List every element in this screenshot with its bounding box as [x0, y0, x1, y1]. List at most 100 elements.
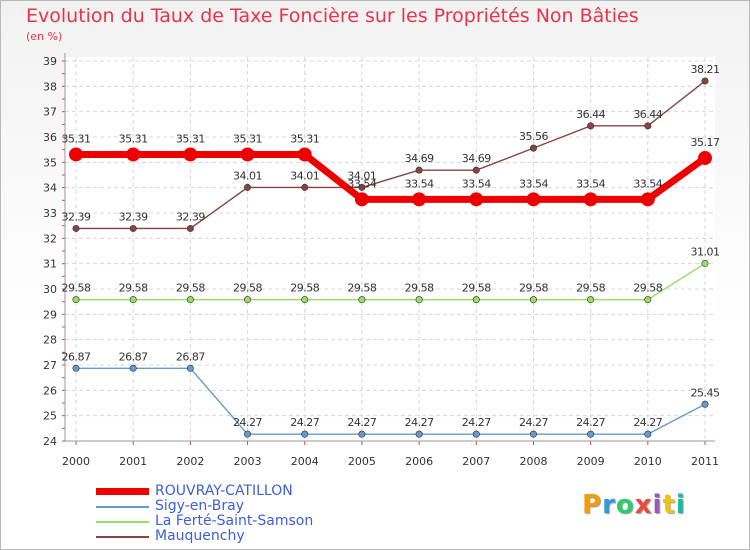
data-point-rouvray-catillon: [640, 192, 655, 207]
data-label-sigy-en-bray: 24.27: [233, 416, 262, 429]
data-label-la-ferte-saint-samson: 31.01: [691, 245, 720, 258]
data-point-rouvray-catillon: [469, 192, 484, 207]
legend: ROUVRAY-CATILLON Sigy-en-Bray La Ferté-Sai…: [96, 484, 313, 544]
y-tick-label: 24: [43, 435, 57, 448]
y-tick-label: 34: [43, 182, 57, 195]
y-tick-label: 37: [43, 106, 57, 119]
legend-label: ROUVRAY-CATILLON: [155, 483, 293, 499]
data-label-mauquenchy: 35.56: [519, 130, 548, 143]
data-point-la-ferte-saint-samson: [587, 296, 595, 304]
data-point-sigy-en-bray: [301, 430, 309, 438]
legend-item: ROUVRAY-CATILLON: [96, 484, 313, 499]
data-point-mauquenchy: [472, 166, 480, 174]
data-label-la-ferte-saint-samson: 29.58: [519, 282, 548, 295]
data-point-la-ferte-saint-samson: [644, 296, 652, 304]
data-point-sigy-en-bray: [472, 430, 480, 438]
y-tick-label: 29: [43, 308, 57, 321]
logo-letter: r: [602, 490, 616, 520]
data-label-mauquenchy: 32.39: [119, 210, 148, 223]
x-tick-label: 2005: [348, 455, 376, 468]
y-tick-label: 26: [43, 384, 57, 397]
data-point-la-ferte-saint-samson: [129, 296, 137, 304]
data-label-mauquenchy: 36.44: [633, 108, 662, 121]
data-label-rouvray-catillon: 35.31: [119, 132, 148, 145]
y-tick-label: 32: [43, 232, 57, 245]
data-point-sigy-en-bray: [244, 430, 252, 438]
data-label-mauquenchy: 34.69: [405, 152, 434, 165]
series-line-la-ferte-saint-samson: [75, 262, 706, 301]
line-chart: 24 25 26 27 28 29 30 31 32 33 34 35 36 37 38 39 2000 2001…: [43, 53, 720, 468]
data-label-mauquenchy: 34.01: [290, 169, 319, 182]
data-point-la-ferte-saint-samson: [472, 296, 480, 304]
data-point-mauquenchy: [415, 166, 423, 174]
data-point-rouvray-catillon: [526, 192, 541, 207]
data-label-mauquenchy: 34.01: [347, 169, 376, 182]
data-point-rouvray-catillon: [354, 192, 369, 207]
logo-letter: t: [662, 490, 676, 520]
data-label-rouvray-catillon: 33.54: [519, 177, 548, 190]
data-label-rouvray-catillon: 35.31: [176, 132, 205, 145]
data-point-la-ferte-saint-samson: [72, 296, 80, 304]
data-point-sigy-en-bray: [644, 430, 652, 438]
proxiti-logo: Proxiti: [582, 490, 686, 520]
data-point-mauquenchy: [301, 183, 309, 191]
data-label-la-ferte-saint-samson: 29.58: [119, 282, 148, 295]
data-point-sigy-en-bray: [701, 400, 709, 408]
data-label-la-ferte-saint-samson: 29.58: [62, 282, 91, 295]
data-point-rouvray-catillon: [297, 147, 312, 162]
data-label-rouvray-catillon: 33.54: [405, 177, 434, 190]
data-point-la-ferte-saint-samson: [186, 296, 194, 304]
x-tick-label: 2003: [234, 455, 262, 468]
x-tick-label: 2000: [62, 455, 90, 468]
x-tick-label: 2002: [176, 455, 204, 468]
data-label-rouvray-catillon: 33.54: [347, 177, 376, 190]
data-point-rouvray-catillon: [240, 147, 255, 162]
data-label-la-ferte-saint-samson: 29.58: [633, 282, 662, 295]
legend-swatch: [96, 535, 149, 538]
plot-area: [65, 57, 715, 441]
y-tick-label: 27: [43, 359, 57, 372]
legend-swatch: [96, 520, 149, 523]
y-tick-label: 31: [43, 258, 57, 271]
y-tick-label: 30: [43, 283, 57, 296]
data-label-sigy-en-bray: 24.27: [462, 416, 491, 429]
data-label-sigy-en-bray: 24.27: [519, 416, 548, 429]
data-point-mauquenchy: [358, 183, 366, 191]
data-label-la-ferte-saint-samson: 29.58: [462, 282, 491, 295]
y-tick-label: 35: [43, 156, 57, 169]
data-label-mauquenchy: 38.21: [691, 63, 720, 76]
data-label-la-ferte-saint-samson: 29.58: [290, 282, 319, 295]
data-point-rouvray-catillon: [69, 147, 83, 162]
chart-title: Evolution du Taux de Taxe Foncière sur l…: [26, 5, 639, 27]
series-line-rouvray-catillon: [72, 150, 709, 203]
x-tick-label: 2009: [577, 455, 605, 468]
data-label-sigy-en-bray: 26.87: [62, 350, 91, 363]
data-label-rouvray-catillon: 35.31: [62, 132, 91, 145]
y-tick-label: 39: [43, 55, 57, 68]
data-label-rouvray-catillon: 33.54: [576, 177, 605, 190]
legend-item: Mauquenchy: [96, 529, 313, 544]
data-label-la-ferte-saint-samson: 29.58: [576, 282, 605, 295]
data-point-mauquenchy: [644, 122, 652, 130]
data-point-sigy-en-bray: [72, 364, 80, 372]
legend-label: La Ferté-Saint-Samson: [155, 513, 314, 529]
data-point-sigy-en-bray: [129, 364, 137, 372]
data-point-rouvray-catillon: [126, 147, 141, 162]
data-point-mauquenchy: [529, 144, 537, 152]
legend-label: Mauquenchy: [155, 528, 245, 544]
unit-label: (en %): [26, 30, 63, 43]
y-tick-label: 25: [43, 410, 57, 423]
legend-swatch: [96, 488, 149, 495]
data-point-la-ferte-saint-samson: [358, 296, 366, 304]
x-tick-label: 2006: [405, 455, 433, 468]
data-point-la-ferte-saint-samson: [701, 259, 709, 267]
x-tick-label: 2004: [291, 455, 319, 468]
y-tick-label: 28: [43, 334, 57, 347]
data-label-sigy-en-bray: 26.87: [176, 350, 205, 363]
x-tick-label: 2007: [462, 455, 490, 468]
data-label-sigy-en-bray: 24.27: [576, 416, 605, 429]
data-label-rouvray-catillon: 35.17: [691, 136, 720, 149]
series-line-sigy-en-bray: [75, 367, 706, 435]
data-point-sigy-en-bray: [587, 430, 595, 438]
data-point-mauquenchy: [72, 224, 80, 232]
